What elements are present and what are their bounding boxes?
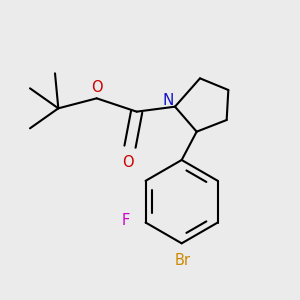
Text: Br: Br bbox=[174, 253, 190, 268]
Text: O: O bbox=[92, 80, 103, 95]
Text: O: O bbox=[122, 155, 134, 170]
Text: F: F bbox=[122, 213, 130, 228]
Text: N: N bbox=[163, 93, 174, 108]
